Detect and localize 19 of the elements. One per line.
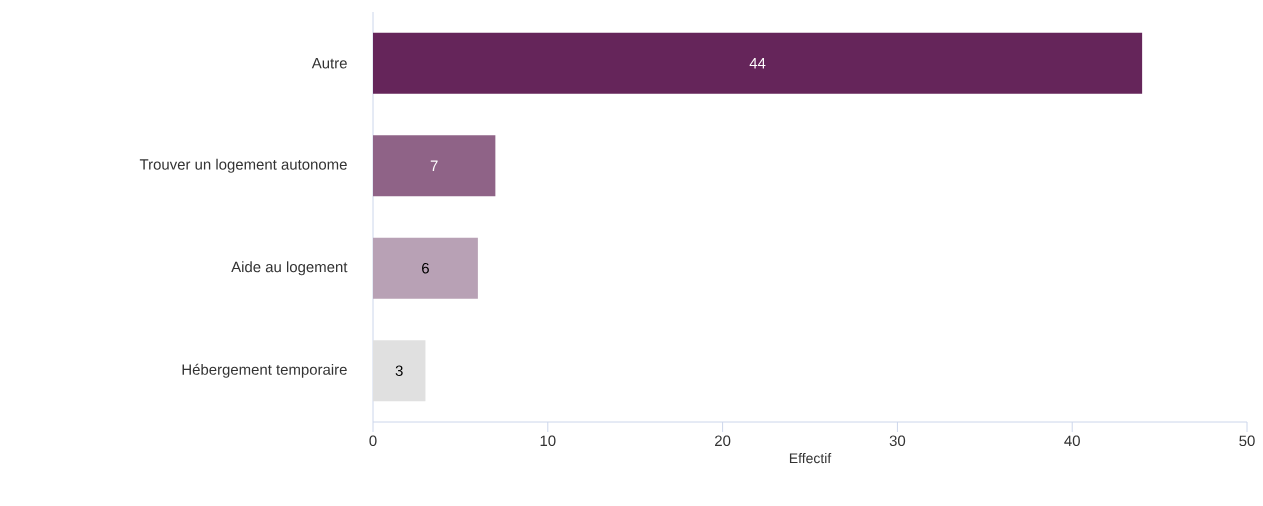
bar	[373, 340, 426, 402]
y-tick-label: Trouver un logement autonome	[139, 158, 347, 173]
y-tick-label: Aide au logement	[231, 261, 348, 276]
x-tick-label: 20	[715, 435, 731, 447]
y-tick-label: Autre	[311, 58, 347, 69]
x-tick-label: 50	[1239, 435, 1255, 447]
data-label: 3	[395, 365, 403, 377]
data-label: 44	[749, 58, 766, 69]
x-tick-label: 40	[1064, 435, 1080, 447]
x-tick-label: 30	[889, 435, 906, 447]
bar	[373, 237, 478, 299]
x-tick-label: 10	[540, 435, 556, 447]
x-axis-title: Effectif	[789, 452, 832, 464]
y-tick-label: Hébergement temporaire	[182, 363, 347, 378]
bar	[373, 135, 496, 197]
data-label: 6	[422, 262, 429, 274]
data-label: 7	[430, 160, 438, 171]
bar	[373, 32, 1143, 94]
x-tick-label: 0	[369, 435, 377, 447]
